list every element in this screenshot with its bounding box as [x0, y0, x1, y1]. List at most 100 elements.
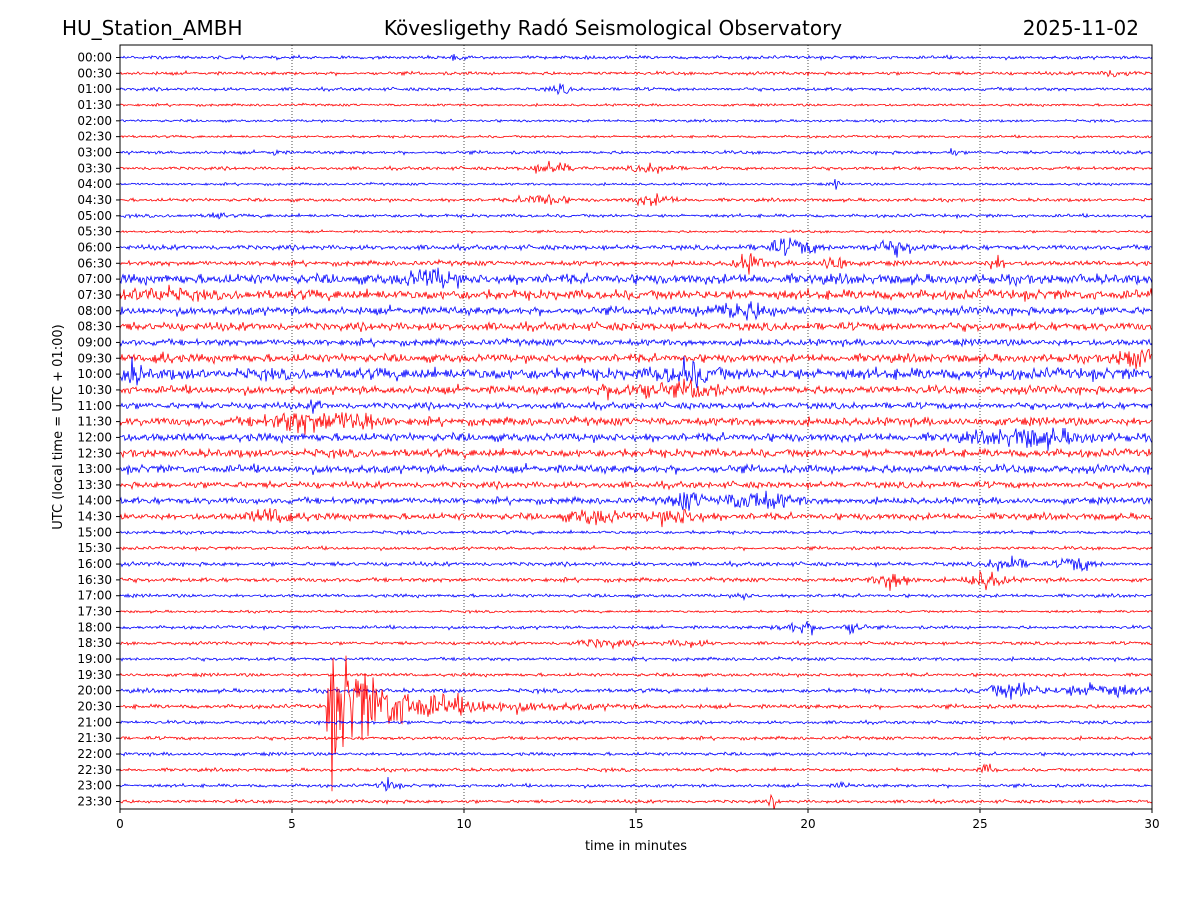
- y-axis-label: UTC (local time = UTC + 01:00): [51, 324, 66, 529]
- grid-lines: [291, 45, 981, 809]
- trace-row-1800: [120, 621, 1152, 636]
- trace-row-1730: [120, 609, 1152, 615]
- x-tick-label: 5: [288, 817, 296, 831]
- trace-row-1200: [120, 427, 1152, 451]
- trace-row-0200: [120, 118, 1152, 124]
- x-tick-label: 10: [456, 817, 471, 831]
- y-tick-label: 13:30: [77, 478, 112, 492]
- y-tick-label: 08:00: [77, 304, 112, 318]
- trace-row-1630: [120, 570, 1152, 591]
- x-tick-labels: 0 5 10 15 20 25 30: [116, 809, 1160, 831]
- y-tick-label: 20:00: [77, 684, 112, 698]
- y-tick-label: 18:30: [77, 636, 112, 650]
- trace-row-0430: [120, 193, 1152, 207]
- trace-row-0000: [120, 53, 1152, 62]
- trace-row-1500: [120, 529, 1152, 536]
- trace-row-0600: [120, 237, 1152, 258]
- y-tick-label: 08:30: [77, 320, 112, 334]
- trace-row-1230: [120, 447, 1152, 460]
- chart-date: 2025-11-02: [1023, 16, 1139, 40]
- y-tick-label: 02:00: [77, 114, 112, 128]
- trace-row-1700: [120, 592, 1152, 602]
- y-tick-label: 07:00: [77, 272, 112, 286]
- trace-row-1300: [120, 462, 1152, 476]
- y-tick-label: 16:00: [77, 557, 112, 571]
- y-tick-label: 11:30: [77, 415, 112, 429]
- trace-row-2230: [120, 763, 1152, 774]
- y-tick-label: 10:30: [77, 383, 112, 397]
- y-tick-label: 05:30: [77, 225, 112, 239]
- trace-row-1130: [120, 412, 1152, 435]
- y-tick-label: 10:00: [77, 367, 112, 381]
- y-tick-label: 12:00: [77, 430, 112, 444]
- y-tick-label: 03:00: [77, 145, 112, 159]
- y-tick-label: 19:30: [77, 668, 112, 682]
- y-tick-label: 11:00: [77, 399, 112, 413]
- y-tick-label: 06:30: [77, 256, 112, 270]
- y-tick-label: 19:00: [77, 652, 112, 666]
- trace-row-0800: [120, 301, 1152, 321]
- y-tick-label: 21:00: [77, 715, 112, 729]
- trace-row-1400: [120, 490, 1152, 511]
- trace-row-2000: [120, 682, 1152, 700]
- trace-row-0930: [120, 348, 1152, 370]
- y-tick-label: 15:00: [77, 525, 112, 539]
- y-tick-label: 04:30: [77, 193, 112, 207]
- trace-row-0130: [120, 102, 1152, 108]
- trace-row-0230: [120, 134, 1152, 140]
- trace-row-1930: [120, 671, 1152, 679]
- trace-row-2030: [120, 655, 1152, 792]
- y-tick-label: 18:00: [77, 620, 112, 634]
- trace-row-0100: [120, 83, 1152, 96]
- y-tick-label: 16:30: [77, 573, 112, 587]
- y-tick-label: 22:00: [77, 747, 112, 761]
- y-tick-label: 05:00: [77, 209, 112, 223]
- trace-row-1100: [120, 399, 1152, 414]
- trace-row-1530: [120, 544, 1152, 552]
- x-tick-label: 0: [116, 817, 124, 831]
- trace-row-1000: [120, 356, 1152, 389]
- y-tick-label: 03:30: [77, 161, 112, 175]
- trace-row-0530: [120, 228, 1152, 235]
- trace-row-0500: [120, 212, 1152, 220]
- trace-row-1600: [120, 555, 1152, 572]
- trace-row-1030: [120, 378, 1152, 401]
- y-tick-label: 01:30: [77, 98, 112, 112]
- y-tick-label: 00:30: [77, 66, 112, 80]
- trace-row-0400: [120, 178, 1152, 190]
- trace-row-0300: [120, 148, 1152, 157]
- y-tick-label: 00:00: [77, 51, 112, 65]
- trace-row-1430: [120, 508, 1152, 528]
- x-tick-label: 20: [800, 817, 815, 831]
- x-tick-label: 25: [972, 817, 987, 831]
- y-tick-label: 13:00: [77, 462, 112, 476]
- y-tick-label: 17:30: [77, 605, 112, 619]
- chart-title: Kövesligethy Radó Seismological Observat…: [384, 16, 842, 40]
- x-tick-label: 15: [628, 817, 643, 831]
- y-tick-label: 09:00: [77, 335, 112, 349]
- y-tick-label: 17:00: [77, 589, 112, 603]
- trace-row-0900: [120, 337, 1152, 349]
- trace-row-0030: [120, 69, 1152, 78]
- y-tick-label: 12:30: [77, 446, 112, 460]
- trace-row-1330: [120, 479, 1152, 491]
- y-tick-label: 04:00: [77, 177, 112, 191]
- x-axis-label: time in minutes: [585, 839, 687, 854]
- trace-row-2100: [120, 719, 1152, 726]
- y-tick-label: 14:30: [77, 510, 112, 524]
- trace-row-2200: [120, 751, 1152, 758]
- trace-row-2300: [120, 776, 1152, 792]
- trace-row-0630: [120, 253, 1152, 275]
- y-tick-label: 23:30: [77, 795, 112, 809]
- y-tick-label: 01:00: [77, 82, 112, 96]
- y-tick-label: 02:30: [77, 130, 112, 144]
- y-tick-label: 14:00: [77, 494, 112, 508]
- trace-row-1830: [120, 638, 1152, 650]
- y-tick-label: 06:00: [77, 240, 112, 254]
- y-tick-label: 09:30: [77, 351, 112, 365]
- trace-row-0730: [120, 284, 1152, 303]
- y-tick-label: 22:30: [77, 763, 112, 777]
